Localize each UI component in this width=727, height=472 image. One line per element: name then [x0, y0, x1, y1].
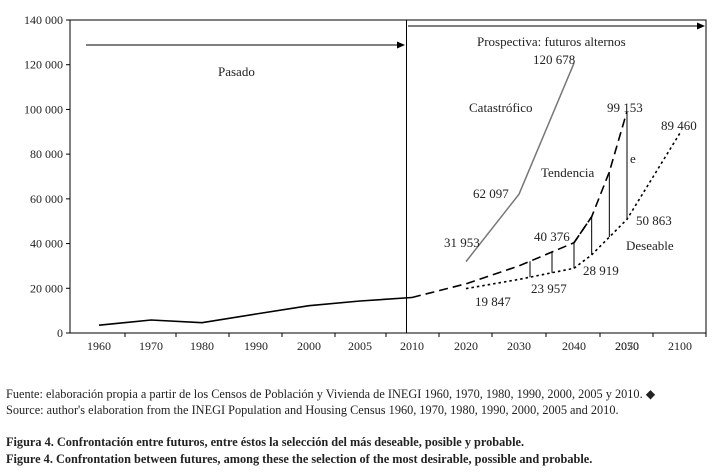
y-tick-label: 0 [57, 326, 63, 340]
plot-frame [69, 19, 707, 334]
y-axis: 0 20 000 40 000 60 000 80 000 100 000 120 000 1… [24, 13, 70, 340]
series-line-tendencia [573, 111, 628, 244]
x-tick-label: 2020 [454, 339, 478, 353]
source-note-en: Source: author's elaboration from the IN… [6, 403, 619, 417]
x-tick-label: 1980 [190, 339, 214, 353]
figure-caption-es: Figura 4. Confrontación entre futuros, e… [6, 435, 525, 449]
x-tick-label: 1970 [139, 339, 163, 353]
x-tick-label: 2100 [668, 339, 692, 353]
y-tick-label: 120 000 [24, 58, 63, 72]
source-note-es: Fuente: elaboración propia a partir de l… [6, 387, 656, 401]
y-tick-label: 140 000 [24, 13, 63, 27]
gap-lines [529, 111, 628, 278]
x-axis: 1960 1970 1980 1990 2000 2005 2010 2020 2030 2040… [87, 333, 707, 353]
label-deseable: Deseable [626, 238, 674, 253]
value-label-40376: 40 376 [534, 229, 570, 244]
x-tick-label: 2005 [348, 339, 372, 353]
figure-caption-en: Figure 4. Confrontation between futures,… [6, 452, 593, 466]
label-e: e [630, 151, 636, 166]
x-tick-label: 2050 [615, 339, 639, 353]
y-tick-label: 20 000 [30, 281, 63, 295]
x-tick-label: 1990 [244, 339, 268, 353]
series-layer [98, 62, 681, 326]
x-tick-label: 2040 [562, 339, 586, 353]
series-line-catastrófico [465, 62, 575, 263]
x-tick-label: 2000 [297, 339, 321, 353]
y-tick-label: 40 000 [30, 237, 63, 251]
y-tick-label: 100 000 [24, 102, 63, 116]
value-label-28919: 28 919 [583, 263, 619, 278]
value-label-99153: 99 153 [607, 100, 643, 115]
label-pasado: Pasado [218, 64, 255, 79]
x-tick-label: 2010 [400, 339, 424, 353]
x-tick-label: 1960 [87, 339, 111, 353]
label-catastrofico: Catastrófico [469, 100, 533, 115]
series-line-base-0 [98, 296, 413, 326]
value-label-19847: 19 847 [475, 294, 511, 309]
population-futures-chart: 0 20 000 40 000 60 000 80 000 100 000 120 000 1… [24, 13, 707, 353]
y-tick-label: 80 000 [30, 147, 63, 161]
value-label-89460: 89 460 [661, 118, 697, 133]
label-prospectiva: Prospectiva: futuros alternos [477, 34, 626, 49]
y-tick-label: 60 000 [30, 192, 63, 206]
series-line-deseable [465, 132, 681, 290]
x-tick-label: 2030 [507, 339, 531, 353]
value-label-120678: 120 678 [533, 52, 575, 67]
value-label-31953: 31 953 [444, 235, 480, 250]
value-label-50863: 50 863 [636, 213, 672, 228]
value-label-23957: 23 957 [531, 281, 567, 296]
value-label-62097: 62 097 [473, 186, 509, 201]
label-tendencia: Tendencia [541, 165, 594, 180]
x-tick-label: 2070 [615, 339, 639, 353]
